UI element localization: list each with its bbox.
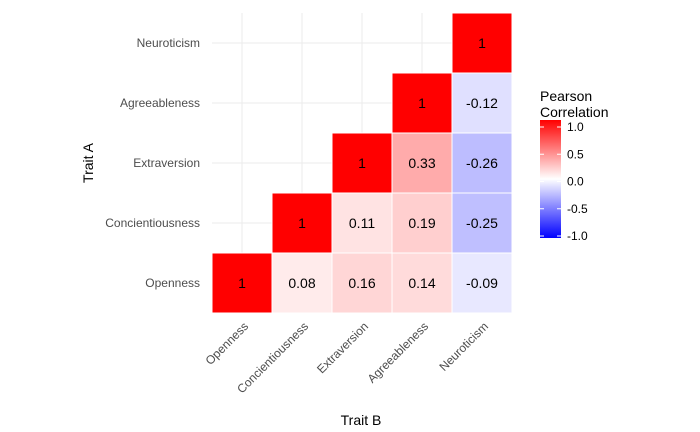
- heatmap-cell-openness-agreeableness: [391, 252, 453, 314]
- heatmap-cell-extraversion-agreeableness: [391, 132, 453, 194]
- legend-tick-label: 1.0: [567, 120, 584, 134]
- y-tick-neuroticism: Neuroticism: [137, 36, 200, 50]
- y-tick-concientiousness: Concientiousness: [105, 216, 200, 230]
- heatmap-cells: [211, 12, 513, 314]
- cell-label-agreeableness-neuroticism: -0.12: [466, 95, 498, 111]
- heatmap-cell-concientiousness-concientiousness: [271, 192, 333, 254]
- heatmap-cell-extraversion-neuroticism: [451, 132, 513, 194]
- cell-label-extraversion-neuroticism: -0.26: [466, 155, 498, 171]
- legend-title-line-1: Pearson: [540, 88, 592, 104]
- cell-label-concientiousness-agreeableness: 0.19: [408, 215, 435, 231]
- cell-value-labels: 1 0.08 0.16 0.14 -0.09 1 0.11 0.19 -0.25 1 0.33 -0.…: [238, 35, 498, 291]
- heatmap-cell-concientiousness-extraversion: [331, 192, 393, 254]
- legend-tick-label: -1.0: [567, 229, 588, 243]
- legend-tick-label: 0.5: [567, 147, 584, 161]
- heatmap-cell-agreeableness-agreeableness: [391, 72, 453, 134]
- cell-label-extraversion-extraversion: 1: [358, 155, 366, 171]
- heatmap-cell-openness-neuroticism: [451, 252, 513, 314]
- legend-colorbar: [540, 120, 561, 238]
- x-tick-neuroticism: Neuroticism: [436, 319, 491, 374]
- cell-label-concientiousness-concientiousness: 1: [298, 215, 306, 231]
- cell-label-neuroticism-neuroticism: 1: [478, 35, 486, 51]
- x-tick-agreeableness: Agreeableness: [365, 319, 432, 386]
- y-tick-extraversion: Extraversion: [133, 156, 200, 170]
- heatmap-cell-concientiousness-neuroticism: [451, 192, 513, 254]
- y-axis-title: Trait A: [80, 142, 96, 183]
- legend-tick-label: 0.0: [567, 175, 584, 189]
- legend: Pearson Correlation 1.0 0.5 0.0 -0.5 -1.0: [540, 88, 608, 243]
- heatmap-cell-openness-extraversion: [331, 252, 393, 314]
- legend-tick-label: -0.5: [567, 202, 588, 216]
- cell-label-agreeableness-agreeableness: 1: [418, 95, 426, 111]
- cell-label-extraversion-agreeableness: 0.33: [408, 155, 435, 171]
- cell-label-openness-extraversion: 0.16: [348, 275, 375, 291]
- legend-title-line-2: Correlation: [540, 104, 608, 120]
- heatmap-cell-extraversion-extraversion: [331, 132, 393, 194]
- x-tick-openness: Openness: [203, 319, 252, 368]
- cell-label-concientiousness-extraversion: 0.11: [349, 215, 375, 231]
- cell-label-concientiousness-neuroticism: -0.25: [466, 215, 498, 231]
- cell-label-openness-neuroticism: -0.09: [466, 275, 498, 291]
- cell-label-openness-openness: 1: [238, 275, 246, 291]
- cell-label-openness-agreeableness: 0.14: [408, 275, 435, 291]
- y-axis-tick-labels: Openness Concientiousness Extraversion Agre…: [105, 36, 200, 290]
- heatmap-cell-openness-concientiousness: [271, 252, 333, 314]
- heatmap-cell-concientiousness-agreeableness: [391, 192, 453, 254]
- y-tick-openness: Openness: [145, 276, 200, 290]
- x-axis-title: Trait B: [341, 412, 382, 428]
- cell-label-openness-concientiousness: 0.08: [288, 275, 315, 291]
- heatmap-cell-neuroticism-neuroticism: [451, 12, 513, 74]
- y-tick-agreeableness: Agreeableness: [120, 96, 200, 110]
- legend-ticks: 1.0 0.5 0.0 -0.5 -1.0: [540, 120, 588, 243]
- x-tick-extraversion: Extraversion: [314, 319, 371, 376]
